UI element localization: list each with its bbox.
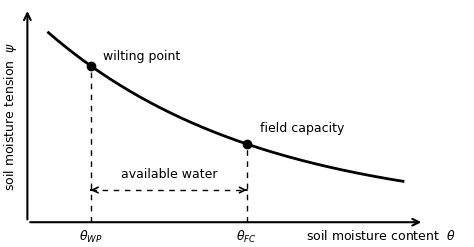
Text: wilting point: wilting point: [103, 50, 181, 63]
Text: soil moisture tension  $\psi$: soil moisture tension $\psi$: [2, 42, 19, 191]
Text: soil moisture content  $\theta$: soil moisture content $\theta$: [306, 229, 456, 243]
Text: field capacity: field capacity: [259, 122, 344, 135]
Text: $\theta_{FC}$: $\theta_{FC}$: [237, 229, 257, 245]
Text: $\theta_{WP}$: $\theta_{WP}$: [79, 229, 102, 245]
Text: available water: available water: [120, 168, 217, 181]
